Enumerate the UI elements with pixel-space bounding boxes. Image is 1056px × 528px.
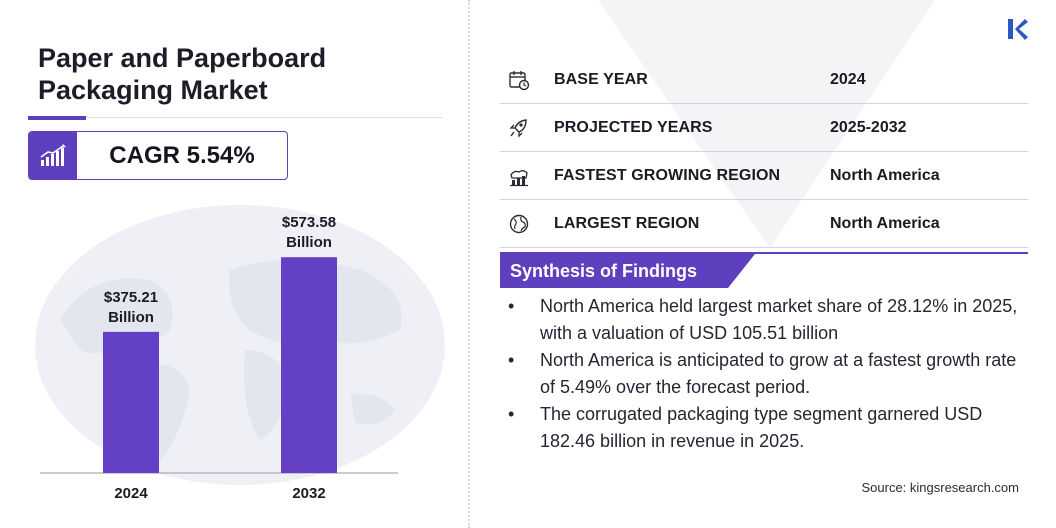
title-rule-accent <box>28 116 86 120</box>
bullet: • <box>508 296 515 316</box>
info-label: LARGEST REGION <box>554 215 700 232</box>
page-title: Paper and Paperboard Packaging Market <box>38 43 327 105</box>
source-note: Source: kingsresearch.com <box>861 480 1019 495</box>
bar-value-label: Billion <box>286 234 332 251</box>
title-rule <box>28 117 442 118</box>
info-label: BASE YEAR <box>554 71 648 88</box>
bar-value-label: Billion <box>108 309 154 326</box>
rocket-icon <box>509 119 527 138</box>
synthesis-title: Synthesis of Findings <box>510 261 698 281</box>
finding-text: North America is anticipated to grow at … <box>540 350 1017 397</box>
bullet: • <box>508 404 515 424</box>
finding-item: • North America held largest market shar… <box>508 293 1028 347</box>
bar-2032 <box>281 257 337 473</box>
cagr-value: CAGR 5.54% <box>109 141 255 169</box>
bullet: • <box>508 350 515 370</box>
finding-text: North America held largest market share … <box>540 296 1018 343</box>
globe-icon <box>509 214 529 234</box>
finding-item: • The corrugated packaging type segment … <box>508 401 1028 455</box>
bar-value-label: $375.21 <box>104 289 158 306</box>
section-divider <box>468 0 470 528</box>
synthesis-header: Synthesis of Findings <box>500 254 755 288</box>
growth-chart-icon <box>29 132 77 179</box>
info-row-base-year: BASE YEAR 2024 <box>500 56 1028 104</box>
info-row-projected-years: PROJECTED YEARS 2025-2032 <box>500 104 1028 152</box>
finding-item: • North America is anticipated to grow a… <box>508 347 1028 401</box>
finding-text: The corrugated packaging type segment ga… <box>540 404 983 451</box>
info-table: BASE YEAR 2024 PROJECTED YEARS 2025-2032… <box>500 56 1028 248</box>
x-tick-label: 2024 <box>114 485 148 502</box>
growth-region-icon <box>510 170 528 187</box>
bar-value-label: $573.58 <box>282 214 336 231</box>
kings-research-logo <box>1008 19 1028 40</box>
x-tick-label: 2032 <box>292 485 325 502</box>
bar-2024 <box>103 331 159 473</box>
info-row-fastest-growing-region: FASTEST GROWING REGION North America <box>500 152 1028 200</box>
info-value: 2024 <box>830 71 866 88</box>
info-label: FASTEST GROWING REGION <box>554 167 781 184</box>
info-row-largest-region: LARGEST REGION North America <box>500 200 1028 248</box>
info-value: 2025-2032 <box>830 119 907 136</box>
cagr-badge: CAGR 5.54% <box>28 131 288 180</box>
info-value: North America <box>830 215 940 232</box>
info-value: North America <box>830 167 940 184</box>
synthesis-band <box>500 252 1028 254</box>
info-label: PROJECTED YEARS <box>554 119 713 136</box>
calendar-icon <box>509 71 530 91</box>
bar-chart: $375.21 Billion 2024 $573.58 Billion 2032 <box>40 214 398 502</box>
findings-list: • North America held largest market shar… <box>508 293 1028 455</box>
